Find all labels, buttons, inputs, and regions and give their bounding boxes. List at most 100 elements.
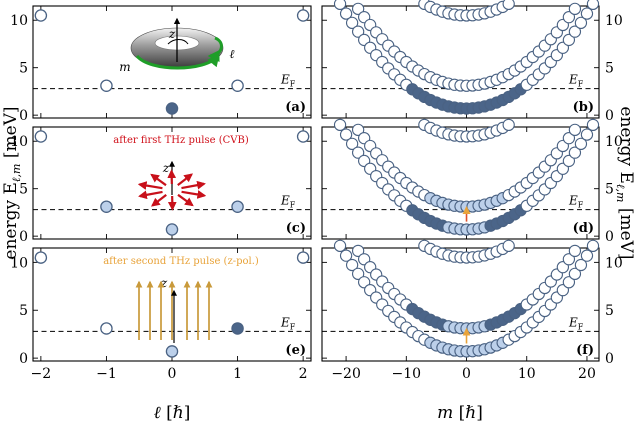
panel-frame <box>321 126 600 240</box>
state-marker <box>568 267 582 281</box>
state-marker <box>574 258 588 272</box>
panel-frame <box>321 5 600 119</box>
x-tick-label: −20 <box>331 366 361 382</box>
state-marker <box>580 7 594 20</box>
y-tick-label: 0 <box>19 108 28 124</box>
state-marker <box>296 9 310 22</box>
cvb-field-arrow <box>177 173 193 186</box>
cvb-field-arrow <box>138 190 163 200</box>
state-marker <box>574 137 588 150</box>
state-marker <box>580 128 594 141</box>
state-marker <box>333 239 347 252</box>
state-marker <box>100 79 113 92</box>
state-marker <box>351 267 365 281</box>
state-marker <box>296 251 310 264</box>
x-tick-label: −10 <box>392 366 422 382</box>
x-tick-label: 0 <box>462 366 471 382</box>
state-marker <box>34 130 48 143</box>
state-marker <box>586 118 600 132</box>
panel-label: (b) <box>573 100 594 115</box>
y-tick-label: 10 <box>605 134 623 150</box>
x-tick-label: 1 <box>233 366 242 382</box>
state-marker <box>502 239 515 252</box>
panel-label: (a) <box>285 100 306 115</box>
state-marker <box>568 25 582 38</box>
state-marker <box>165 102 179 115</box>
y-tick-label: 10 <box>10 13 28 29</box>
state-marker <box>568 244 582 258</box>
state-marker <box>231 79 244 92</box>
panel-d: 0 5 10 EF (d) <box>321 118 623 245</box>
state-marker <box>586 0 600 11</box>
right-x-axis-label: m [ℏ] <box>437 403 483 423</box>
panel-label: (d) <box>573 221 594 236</box>
y-tick-label: 5 <box>605 182 614 198</box>
cvb-field-arrow <box>151 194 167 207</box>
inset-z-label: z <box>168 27 176 41</box>
pulse-annotation: after first THz pulse (CVB) <box>113 135 249 146</box>
x-tick-label: 10 <box>518 366 536 382</box>
state-marker <box>351 2 365 15</box>
panel-f: −20 −10 0 10 20 0 5 10 EF (f) <box>321 239 623 382</box>
x-tick-label: −1 <box>96 366 117 382</box>
state-marker <box>351 146 365 159</box>
state-marker <box>562 253 576 266</box>
y-tick-label: 5 <box>605 303 614 319</box>
state-marker <box>165 223 179 236</box>
state-marker <box>351 244 365 258</box>
state-marker <box>568 123 582 136</box>
y-tick-label: 5 <box>19 303 28 319</box>
cvb-field-arrow <box>177 193 194 207</box>
inset-m-label: m <box>119 60 130 74</box>
fermi-level-label: EF <box>280 73 296 89</box>
state-marker <box>568 2 582 15</box>
panel-label: (e) <box>285 343 306 358</box>
state-marker <box>562 154 576 168</box>
y-tick-label: 5 <box>19 182 28 198</box>
state-marker <box>586 239 600 252</box>
x-tick-label: −2 <box>31 366 52 382</box>
state-marker <box>562 11 576 24</box>
inset-l-label: ℓ <box>230 47 235 61</box>
state-marker <box>562 276 576 289</box>
y-tick-label: 0 <box>605 351 614 367</box>
state-marker <box>502 0 515 11</box>
y-tick-label: 10 <box>10 134 28 150</box>
x-tick-label: 20 <box>578 366 596 382</box>
state-marker <box>345 16 359 29</box>
state-marker <box>345 137 359 150</box>
y-tick-label: 0 <box>605 229 614 245</box>
panel-c: 0 5 10 EF (c) z after first THz pulse (CVB) <box>10 126 312 245</box>
panel-label: (c) <box>286 221 306 236</box>
state-marker <box>34 9 48 22</box>
state-marker <box>351 123 365 136</box>
state-marker <box>100 200 113 213</box>
pulse-annotation: after second THz pulse (z-pol.) <box>103 256 259 267</box>
right-y-axis-label: energy Eℓ,m [meV] <box>614 106 636 259</box>
fermi-level-label: EF <box>280 315 296 331</box>
state-marker <box>345 258 359 272</box>
fermi-level-label: EF <box>568 315 584 331</box>
x-tick-label: 0 <box>168 366 177 382</box>
state-marker <box>574 16 588 29</box>
state-marker <box>34 251 48 264</box>
state-marker <box>351 25 365 38</box>
state-marker <box>333 118 347 132</box>
x-tick-label: 2 <box>299 366 308 382</box>
fermi-level-label: EF <box>568 194 584 210</box>
y-tick-label: 10 <box>605 13 623 29</box>
state-marker <box>502 118 515 132</box>
y-tick-label: 0 <box>19 351 28 367</box>
cvb-field-arrow <box>137 181 163 190</box>
state-marker <box>562 33 576 47</box>
state-marker <box>231 200 244 213</box>
state-marker <box>165 345 179 358</box>
panel-label: (f) <box>576 343 594 358</box>
y-tick-label: 10 <box>605 255 623 271</box>
fermi-level-label: EF <box>568 73 584 89</box>
state-marker <box>568 146 582 159</box>
y-tick-label: 0 <box>19 229 28 245</box>
state-marker <box>231 322 244 335</box>
state-marker <box>339 249 353 262</box>
